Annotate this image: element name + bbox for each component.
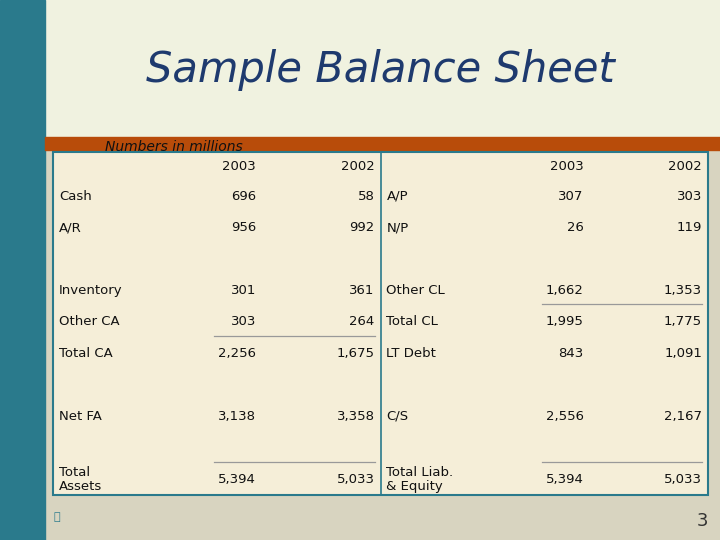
Bar xyxy=(53,152,708,495)
Text: Other CL: Other CL xyxy=(387,284,445,297)
Text: 264: 264 xyxy=(349,315,374,328)
Text: LT Debt: LT Debt xyxy=(387,347,436,360)
Text: 5,394: 5,394 xyxy=(218,473,256,486)
Text: 301: 301 xyxy=(230,284,256,297)
Text: 303: 303 xyxy=(230,315,256,328)
Text: Sample Balance Sheet: Sample Balance Sheet xyxy=(145,49,614,91)
Text: Other CA: Other CA xyxy=(59,315,120,328)
Text: 956: 956 xyxy=(231,221,256,234)
Text: 307: 307 xyxy=(558,190,583,202)
Text: 1,675: 1,675 xyxy=(336,347,374,360)
Text: 3: 3 xyxy=(696,512,708,530)
Bar xyxy=(0,140,720,540)
Text: 3,358: 3,358 xyxy=(336,410,374,423)
Text: 1,353: 1,353 xyxy=(664,284,702,297)
Text: Total CA: Total CA xyxy=(59,347,113,360)
Text: A/R: A/R xyxy=(59,221,82,234)
Text: Inventory: Inventory xyxy=(59,284,122,297)
Text: 1,995: 1,995 xyxy=(546,315,583,328)
Text: 303: 303 xyxy=(677,190,702,202)
Text: 361: 361 xyxy=(349,284,374,297)
Text: 5,394: 5,394 xyxy=(546,473,583,486)
Text: 119: 119 xyxy=(677,221,702,234)
Bar xyxy=(0,0,720,140)
Text: Total CL: Total CL xyxy=(387,315,438,328)
Text: 2,556: 2,556 xyxy=(546,410,583,423)
Text: N/P: N/P xyxy=(387,221,409,234)
Text: 2003: 2003 xyxy=(550,160,583,173)
Text: C/S: C/S xyxy=(387,410,409,423)
Text: 2002: 2002 xyxy=(341,160,374,173)
Text: A/P: A/P xyxy=(387,190,408,202)
Text: 5,033: 5,033 xyxy=(664,473,702,486)
Text: 2003: 2003 xyxy=(222,160,256,173)
Text: 26: 26 xyxy=(567,221,583,234)
Bar xyxy=(0,0,45,540)
Text: 2,167: 2,167 xyxy=(664,410,702,423)
Text: 5,033: 5,033 xyxy=(336,473,374,486)
Text: 1,775: 1,775 xyxy=(664,315,702,328)
Text: 3,138: 3,138 xyxy=(218,410,256,423)
Text: 696: 696 xyxy=(231,190,256,202)
Text: Total
Assets: Total Assets xyxy=(59,465,102,493)
Text: 843: 843 xyxy=(558,347,583,360)
Text: ⬜: ⬜ xyxy=(53,512,60,522)
Text: 1,091: 1,091 xyxy=(664,347,702,360)
Text: 992: 992 xyxy=(349,221,374,234)
Text: 1,662: 1,662 xyxy=(546,284,583,297)
Text: Total Liab.
& Equity: Total Liab. & Equity xyxy=(387,465,454,493)
Text: Numbers in millions: Numbers in millions xyxy=(105,140,243,154)
Text: 58: 58 xyxy=(358,190,374,202)
Text: Net FA: Net FA xyxy=(59,410,102,423)
Text: 2,256: 2,256 xyxy=(218,347,256,360)
Text: 2002: 2002 xyxy=(668,160,702,173)
Text: Cash: Cash xyxy=(59,190,91,202)
Bar xyxy=(45,137,720,151)
